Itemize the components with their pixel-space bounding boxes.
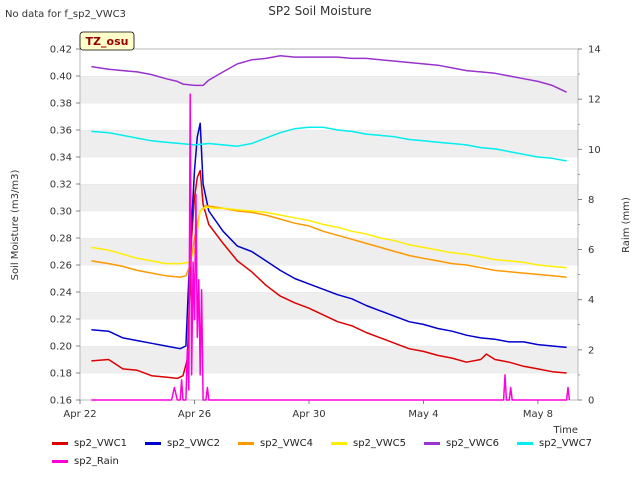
y2-tick-label: 4 (588, 295, 594, 306)
y-tick-label: 0.42 (50, 45, 72, 56)
y2-tick-label: 12 (588, 95, 601, 106)
legend-swatch (145, 441, 161, 445)
legend-item-sp2_VWC6: sp2_VWC6 (424, 435, 499, 451)
badge-box (79, 31, 135, 51)
legend-item-sp2_VWC1: sp2_VWC1 (52, 435, 127, 451)
legend-swatch (52, 459, 68, 463)
legend-swatch (238, 441, 254, 445)
legend-label: sp2_VWC1 (74, 437, 127, 449)
legend-label: sp2_VWC6 (446, 437, 499, 449)
series-line-sp2_VWC4 (91, 204, 567, 278)
y2-tick-label: 10 (588, 145, 601, 156)
y-tick-label: 0.30 (50, 207, 72, 218)
series-line-sp2_VWC6 (91, 55, 567, 93)
legend-swatch (52, 441, 68, 445)
grid-band (80, 130, 578, 157)
grid-band (80, 103, 578, 130)
y2-tick-label: 0 (588, 396, 594, 407)
y2-axis-ticks: 0 2 4 6 8 10 12 14 (578, 45, 601, 407)
grid-band (80, 292, 578, 319)
x-tick-label: May 4 (408, 409, 438, 420)
y-axis-ticks: 0.16 0.18 0.20 0.22 0.24 0.26 0.28 0.30 0.32 0.34… (50, 45, 80, 407)
y-tick-label: 0.28 (50, 234, 72, 245)
y-tick-label: 0.40 (50, 72, 72, 83)
y2-tick-label: 14 (588, 45, 601, 56)
x-tick-label: Apr 30 (292, 409, 325, 420)
grid-band (80, 346, 578, 373)
legend-label: sp2_VWC7 (539, 437, 592, 449)
series-line-sp2_VWC7 (91, 126, 567, 162)
series-line-sp2_VWC5 (91, 206, 567, 269)
y-tick-label: 0.32 (50, 180, 72, 191)
y-tick-label: 0.22 (50, 315, 72, 326)
y-tick-label: 0.36 (50, 126, 72, 137)
x-tick-label: Apr 22 (63, 409, 96, 420)
x-axis-title: Time (553, 425, 578, 436)
x-tick-label: Apr 26 (178, 409, 211, 420)
legend-item-sp2_VWC5: sp2_VWC5 (331, 435, 406, 451)
badge-label: TZ_osu (86, 35, 129, 48)
legend-swatch (424, 441, 440, 445)
series-lines (91, 55, 571, 401)
y2-tick-label: 6 (588, 245, 594, 256)
grid-bands (80, 48, 578, 400)
legend-label: sp2_Rain (74, 455, 119, 467)
y2-tick-label: 2 (588, 345, 594, 356)
y-tick-label: 0.18 (50, 369, 72, 380)
legend-label: sp2_VWC4 (260, 437, 313, 449)
legend-item-sp2_VWC7: sp2_VWC7 (517, 435, 592, 451)
y-tick-label: 0.20 (50, 342, 72, 353)
legend-item-sp2_VWC4: sp2_VWC4 (238, 435, 313, 451)
series-line-sp2_VWC1 (91, 169, 567, 380)
grid-band (80, 157, 578, 184)
series-line-sp2_Rain (91, 93, 571, 401)
series-line-sp2_VWC2 (91, 122, 567, 350)
grid-band (80, 76, 578, 103)
grid-band (80, 238, 578, 265)
y-tick-label: 0.24 (50, 288, 72, 299)
grid-band (80, 211, 578, 238)
y2-tick-label: 8 (588, 195, 594, 206)
x-tick-label: May 8 (523, 409, 553, 420)
grid-band (80, 265, 578, 292)
legend: sp2_VWC1 sp2_VWC2 sp2_VWC4 sp2_VWC5 sp2_VWC6… (0, 430, 640, 480)
y-tick-label: 0.34 (50, 153, 72, 164)
grid-band (80, 184, 578, 211)
no-data-message: No data for f_sp2_VWC3 (5, 9, 126, 20)
x-axis-ticks: Apr 22 Apr 26 Apr 30 May 4 May 8 (63, 400, 553, 420)
chart-title: SP2 Soil Moisture (268, 4, 371, 18)
legend-item-sp2_VWC2: sp2_VWC2 (145, 435, 220, 451)
station-badge: TZ_osu (79, 31, 135, 51)
legend-item-sp2_Rain: sp2_Rain (52, 453, 119, 469)
legend-label: sp2_VWC5 (353, 437, 406, 449)
legend-swatch (331, 441, 347, 445)
y-tick-label: 0.16 (50, 396, 72, 407)
legend-label: sp2_VWC2 (167, 437, 220, 449)
grid-band (80, 49, 578, 76)
legend-swatch (517, 441, 533, 445)
grid-band (80, 319, 578, 346)
y-tick-label: 0.38 (50, 99, 72, 110)
y-tick-label: 0.26 (50, 261, 72, 272)
y-axis-title: Soil Moisture (m3/m3) (10, 170, 21, 281)
y2-axis-title: Raim (mm) (621, 197, 632, 253)
